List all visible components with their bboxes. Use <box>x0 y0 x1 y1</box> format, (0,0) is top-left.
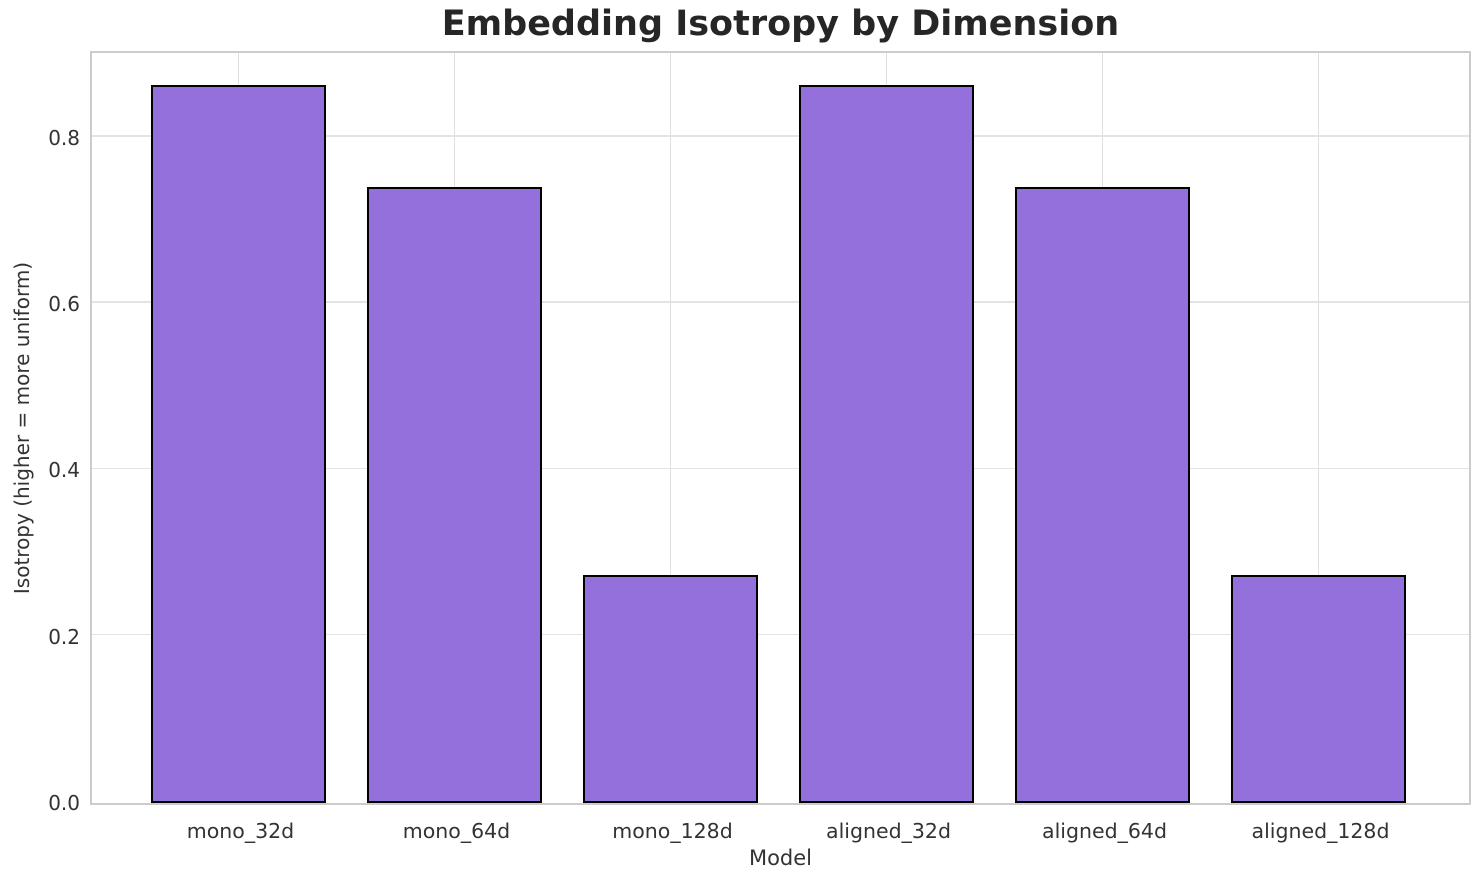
y-tick-label: 0.0 <box>48 791 80 815</box>
plot-area <box>90 51 1471 805</box>
x-tick-label-aligned_128d: aligned_128d <box>1251 819 1390 843</box>
x-gridline <box>669 53 672 803</box>
y-gridline <box>92 135 1469 137</box>
bar-mono_128d <box>583 575 758 803</box>
y-gridline <box>92 467 1469 470</box>
x-tick-label-mono_128d: mono_128d <box>612 819 733 843</box>
y-tick-label: 0.6 <box>48 292 80 317</box>
bar-aligned_32d <box>799 84 974 803</box>
chart-title: Embedding Isotropy by Dimension <box>441 4 1120 44</box>
x-tick-label-aligned_64d: aligned_64d <box>1042 819 1167 843</box>
bar-mono_32d <box>151 84 326 803</box>
bar-aligned_64d <box>1015 187 1190 803</box>
x-tick-label-mono_64d: mono_64d <box>402 819 511 843</box>
x-gridline <box>1317 53 1320 803</box>
y-tick-label: 0.8 <box>48 125 80 150</box>
y-axis-label: Isotropy (higher = more uniform) <box>10 261 34 595</box>
y-tick-label: 0.2 <box>48 624 80 649</box>
x-tick-label-mono_32d: mono_32d <box>186 819 295 843</box>
y-gridline <box>92 301 1469 303</box>
y-tick-label: 0.4 <box>48 458 80 483</box>
bar-aligned_128d <box>1231 575 1406 803</box>
y-gridline <box>92 633 1469 636</box>
bar-mono_64d <box>367 187 542 803</box>
x-axis-label: Model <box>748 846 813 870</box>
x-tick-label-aligned_32d: aligned_32d <box>826 819 951 843</box>
